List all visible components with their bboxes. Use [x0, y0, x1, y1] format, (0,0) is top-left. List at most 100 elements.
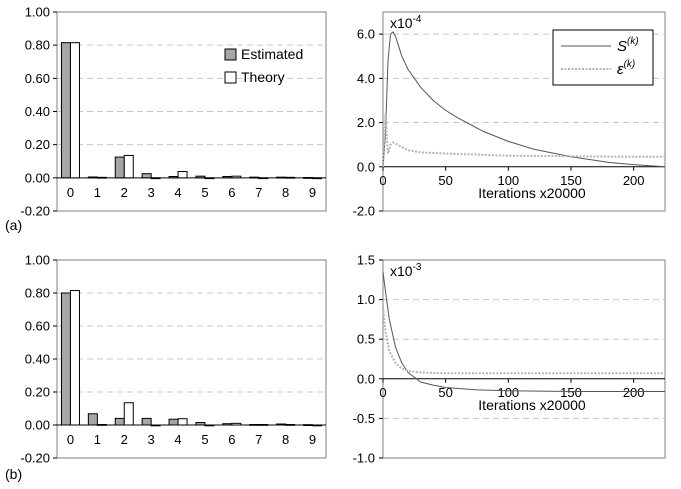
bar-estimated-3: [141, 417, 152, 426]
y-multiplier: x10-4: [390, 14, 422, 31]
y-tick-label: 0.0: [357, 159, 375, 174]
bar-estimated-3: [141, 173, 152, 179]
x-tick-label: 3: [148, 432, 155, 447]
bar-estimated-6: [222, 423, 233, 426]
x-tick-label: 0: [67, 185, 74, 200]
bar-theory-8: [285, 424, 296, 426]
y-tick-label: 0.60: [25, 319, 50, 334]
x-tick-label: 4: [174, 432, 181, 447]
panel-label-b: (b): [5, 466, 23, 482]
bar-theory-0: [69, 42, 80, 179]
bar-theory-9: [312, 177, 323, 180]
y-tick-label: 0.60: [25, 71, 50, 86]
y-tick-label: -2.0: [353, 204, 375, 219]
bar-theory-7: [258, 177, 269, 180]
x-axis-label: Iterations x20000: [478, 397, 586, 413]
x-tick-label: 2: [121, 432, 128, 447]
legend-box: [552, 29, 654, 86]
y-tick-label: 0.0: [357, 371, 375, 386]
x-tick-label: 0: [379, 385, 386, 400]
x-tick-label: 150: [560, 385, 582, 400]
line-chart-a-curves: 6.0 4.0 2.0 0.0 -2.0 0 50 100 150 200 Iterations x…: [353, 11, 666, 219]
y-tick-label: 0.00: [25, 418, 50, 433]
x-tick-label: 6: [228, 432, 235, 447]
x-tick-label: 3: [148, 185, 155, 200]
bar-theory-9: [312, 424, 323, 427]
x-tick-label: 5: [201, 185, 208, 200]
bar-estimated-4: [168, 176, 179, 179]
y-tick-label: 1.00: [25, 5, 50, 20]
bar-theory-3: [150, 177, 161, 180]
legend-swatch-estimated: [224, 48, 237, 61]
y-tick-label: 0.5: [357, 332, 375, 347]
bar-theory-4: [177, 418, 188, 426]
x-tick-label: 7: [255, 185, 262, 200]
bar-estimated-2: [114, 156, 125, 179]
x-tick-label: 50: [438, 173, 452, 188]
series-line-epsilon: [382, 307, 665, 375]
x-tick-label: 50: [438, 385, 452, 400]
bar-theory-7: [258, 424, 269, 426]
y-tick-label: -0.20: [20, 451, 50, 466]
bar-estimated-0: [60, 292, 71, 426]
x-tick-label: 200: [623, 385, 645, 400]
bar-theory-4: [177, 171, 188, 179]
x-tick-label: 1: [94, 432, 101, 447]
y-tick-label: 0.20: [25, 137, 50, 152]
x-tick-label: 9: [309, 185, 316, 200]
bar-estimated-1: [87, 176, 98, 179]
x-tick-label: 4: [174, 185, 181, 200]
bar-estimated-9: [303, 424, 314, 426]
bar-estimated-6: [222, 176, 233, 179]
plot-frame: [382, 259, 666, 459]
x-tick-label: 100: [497, 173, 519, 188]
bar-estimated-5: [195, 175, 206, 179]
bar-theory-5: [204, 424, 215, 427]
y-tick-label: 1.00: [25, 253, 50, 268]
bar-theory-5: [204, 177, 215, 180]
y-tick-label: 2.0: [357, 115, 375, 130]
bar-estimated-5: [195, 422, 206, 426]
x-tick-label: 6: [228, 185, 235, 200]
bar-estimated-1: [87, 413, 98, 426]
x-tick-label: 7: [255, 432, 262, 447]
bar-estimated-8: [276, 423, 287, 426]
bar-theory-3: [150, 424, 161, 427]
series-line-s: [382, 271, 665, 392]
series-line-epsilon: [382, 113, 665, 167]
bar-estimated-7: [249, 424, 260, 426]
x-tick-label: 0: [379, 173, 386, 188]
bar-theory-0: [69, 290, 80, 426]
plot-frame: [382, 11, 666, 212]
bar-chart-b-bars: 1.00 0.80 0.60 0.40 0.20 0.00 -0.20 0 1 2 3 4 5 6 7 8 9: [20, 253, 327, 466]
x-axis-label: Iterations x20000: [478, 185, 586, 201]
x-tick-label: 8: [282, 432, 289, 447]
y-tick-label: 0.80: [25, 286, 50, 301]
bar-chart-a-bars: 1.00 0.80 0.60 0.40 0.20 0.00 -0.20 0 1 2 3 4 5 6 7 8 9 E…: [20, 5, 327, 219]
y-tick-label: 1.5: [357, 253, 375, 268]
y-tick-label: 0.40: [25, 104, 50, 119]
y-tick-label: 1.0: [357, 292, 375, 307]
bar-theory-1: [96, 424, 107, 426]
legend-label-s: S(k): [617, 36, 639, 55]
y-tick-label: 0.80: [25, 38, 50, 53]
x-tick-label: 200: [623, 173, 645, 188]
legend-label-epsilon: ε(k): [617, 59, 635, 78]
y-multiplier: x10-3: [390, 262, 422, 279]
bar-estimated-4: [168, 418, 179, 426]
y-tick-label: 6.0: [357, 27, 375, 42]
x-tick-label: 100: [497, 385, 519, 400]
x-tick-label: 8: [282, 185, 289, 200]
x-tick-label: 0: [67, 432, 74, 447]
x-tick-label: 150: [560, 173, 582, 188]
panel-label-a: (a): [5, 217, 23, 233]
bar-estimated-2: [114, 417, 125, 426]
bar-theory-6: [231, 175, 242, 179]
bar-theory-2: [123, 402, 134, 426]
y-tick-label: -1.0: [353, 451, 375, 466]
bar-theory-8: [285, 176, 296, 179]
bar-theory-2: [123, 154, 134, 179]
x-tick-label: 1: [94, 185, 101, 200]
x-tick-label: 5: [201, 432, 208, 447]
